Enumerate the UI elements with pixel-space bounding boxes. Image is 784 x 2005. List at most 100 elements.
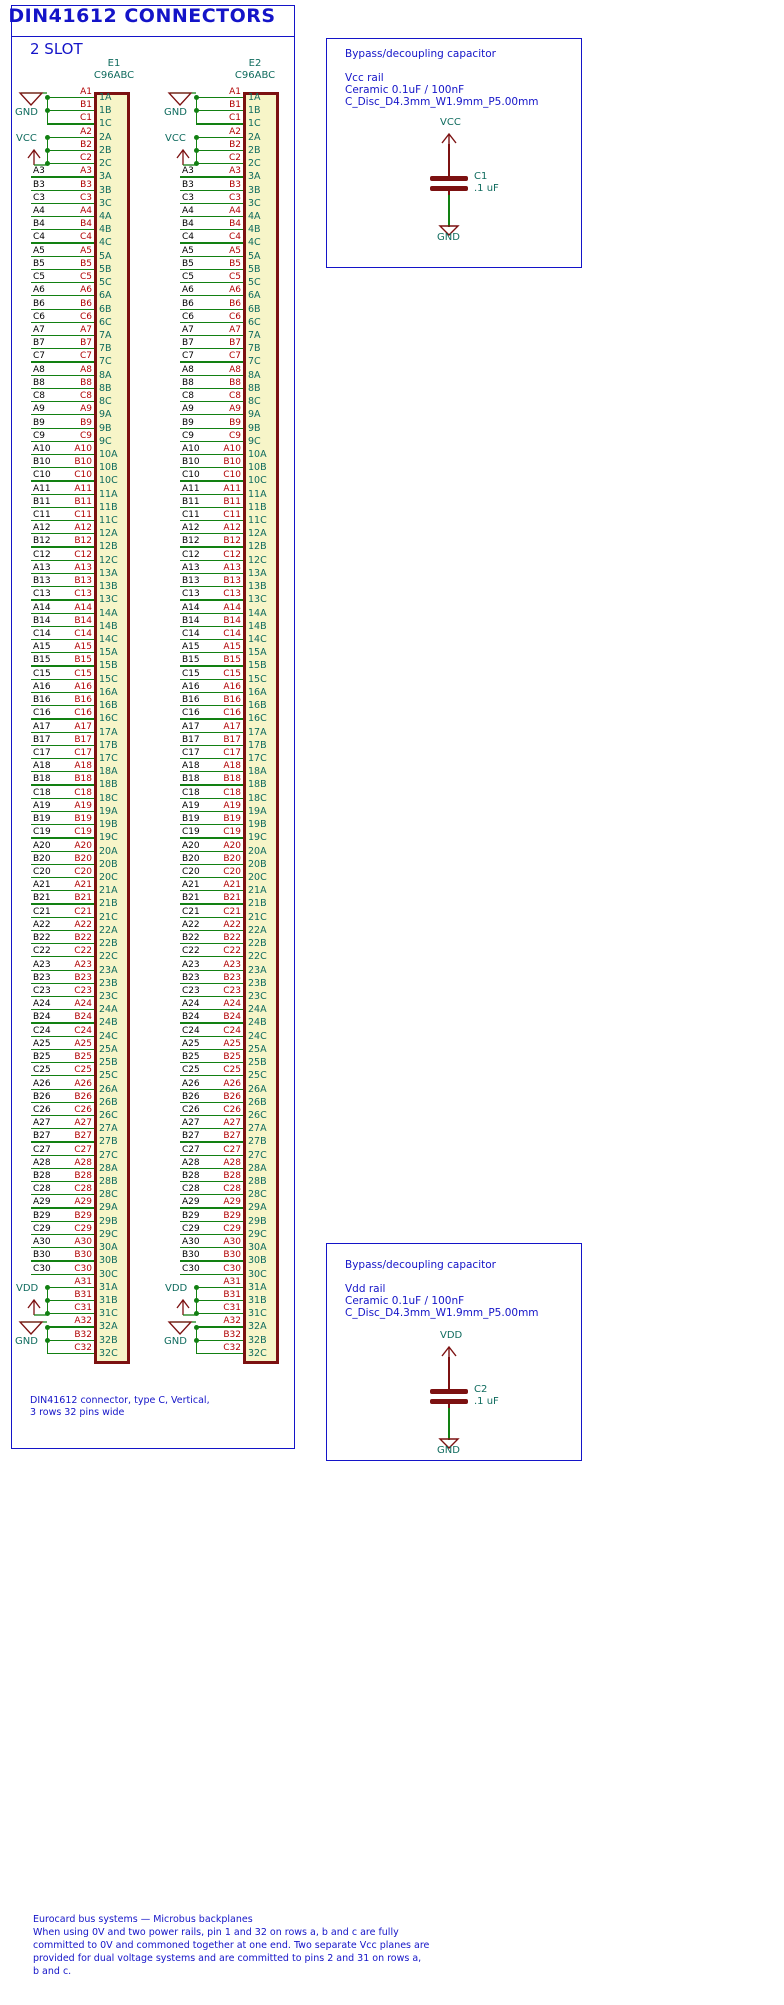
pin-number: C5 (228, 272, 241, 283)
pin-wire (31, 1048, 94, 1051)
pin-name: 9C (99, 435, 112, 447)
pin-wire (180, 1101, 243, 1103)
cap-block-2-ref: C2 (474, 1384, 488, 1395)
net-label: A13 (182, 562, 200, 573)
pin-number: A16 (74, 681, 92, 692)
net-label: C7 (33, 351, 46, 362)
pin-number: B15 (74, 655, 92, 666)
pin-number: A14 (74, 602, 92, 613)
pin-number: B24 (223, 1012, 241, 1023)
net-label: B9 (33, 417, 45, 428)
pin-number: C29 (74, 1223, 92, 1234)
pin-name: 30A (99, 1242, 118, 1254)
pin-name: 6B (248, 303, 261, 315)
wire-junction (194, 1284, 200, 1290)
pin-name: 20A (99, 845, 118, 857)
pin-wire (180, 691, 243, 694)
net-label: A8 (33, 364, 45, 375)
net-label: C6 (33, 311, 46, 322)
pin-name: 1A (248, 92, 261, 103)
pin-number: B9 (80, 417, 92, 428)
pin-name: 29A (248, 1202, 267, 1214)
net-label: A16 (182, 681, 200, 692)
net-label: A28 (33, 1157, 51, 1168)
pin-wire (180, 387, 243, 390)
pin-wire (31, 916, 94, 918)
pin-wire (180, 506, 243, 508)
pin-number: B4 (229, 219, 241, 230)
pin-name: 25C (99, 1070, 118, 1082)
pin-name: 19B (248, 819, 267, 831)
net-label: A29 (33, 1197, 51, 1208)
pin-name: 27C (99, 1149, 118, 1161)
pin-wire (31, 705, 94, 707)
gnd-symbol-icon (17, 91, 51, 107)
pin-number: B8 (80, 377, 92, 388)
pin-number: A9 (80, 404, 92, 415)
power-arrow-icon (172, 1297, 198, 1317)
net-label: B24 (33, 1012, 51, 1023)
wire-junction (45, 134, 51, 140)
pin-wire (180, 176, 243, 178)
net-label: C22 (33, 946, 51, 957)
net-label: A17 (182, 721, 200, 732)
connector-note: DIN41612 connector, type C, Vertical, 3 … (30, 1395, 210, 1418)
pin-number: A27 (74, 1118, 92, 1129)
pin-wire (180, 705, 243, 707)
pin-name: 29A (99, 1202, 118, 1214)
net-label: C17 (182, 748, 200, 758)
pin-name: 3B (248, 184, 261, 196)
pin-wire (31, 493, 94, 495)
pin-wire (180, 215, 243, 218)
pin-number: B16 (74, 695, 92, 706)
net-label: C13 (33, 589, 51, 600)
pin-name: 2B (99, 144, 112, 156)
wire-junction (194, 95, 200, 101)
pin-number: C14 (223, 629, 241, 640)
pin-wire (180, 348, 243, 350)
pin-number: C20 (223, 866, 241, 877)
pin-wire (180, 533, 243, 535)
pin-wire (31, 348, 94, 350)
pin-number: A19 (223, 800, 241, 811)
pin-number: A13 (74, 562, 92, 573)
pin-name: 28A (99, 1162, 118, 1174)
pin-wire (180, 361, 243, 363)
connector-body-e1[interactable] (94, 92, 130, 1364)
pin-wire (31, 903, 94, 905)
pin-number: C19 (223, 827, 241, 838)
pin-name: 23C (99, 990, 118, 1002)
net-label: C21 (33, 906, 51, 917)
wire-junction (45, 1284, 51, 1290)
pin-wire (31, 995, 94, 998)
pin-wire (47, 110, 94, 112)
pin-wire (196, 1339, 243, 1341)
cap-block-1-top-rail-label: VCC (440, 117, 461, 128)
pin-name: 12A (99, 528, 118, 540)
net-label: B26 (182, 1091, 200, 1102)
pin-name: 19A (248, 805, 267, 817)
pin-number: A3 (229, 166, 241, 177)
pin-name: 5A (99, 250, 112, 262)
pin-name: 1C (248, 118, 261, 130)
pin-number: A26 (74, 1078, 92, 1089)
connector-body-e2[interactable] (243, 92, 279, 1364)
pin-number: A1 (229, 87, 241, 97)
pin-wire (180, 295, 243, 297)
net-label: C8 (182, 391, 195, 402)
pin-name: 14B (248, 620, 267, 632)
net-label: C18 (33, 787, 51, 798)
pin-name: 31A (99, 1281, 118, 1293)
pin-number: C9 (79, 430, 92, 441)
pin-wire (31, 1273, 94, 1275)
pin-wire (31, 1088, 94, 1090)
net-label: A8 (182, 364, 194, 375)
pin-name: 11A (99, 488, 118, 500)
net-label: B6 (182, 298, 194, 309)
pin-wire (31, 1247, 94, 1249)
pin-name: 8A (248, 369, 261, 381)
pin-name: 8B (248, 382, 261, 394)
pin-wire (31, 810, 94, 813)
pin-name: 17C (99, 753, 118, 764)
net-label: C18 (182, 787, 200, 798)
